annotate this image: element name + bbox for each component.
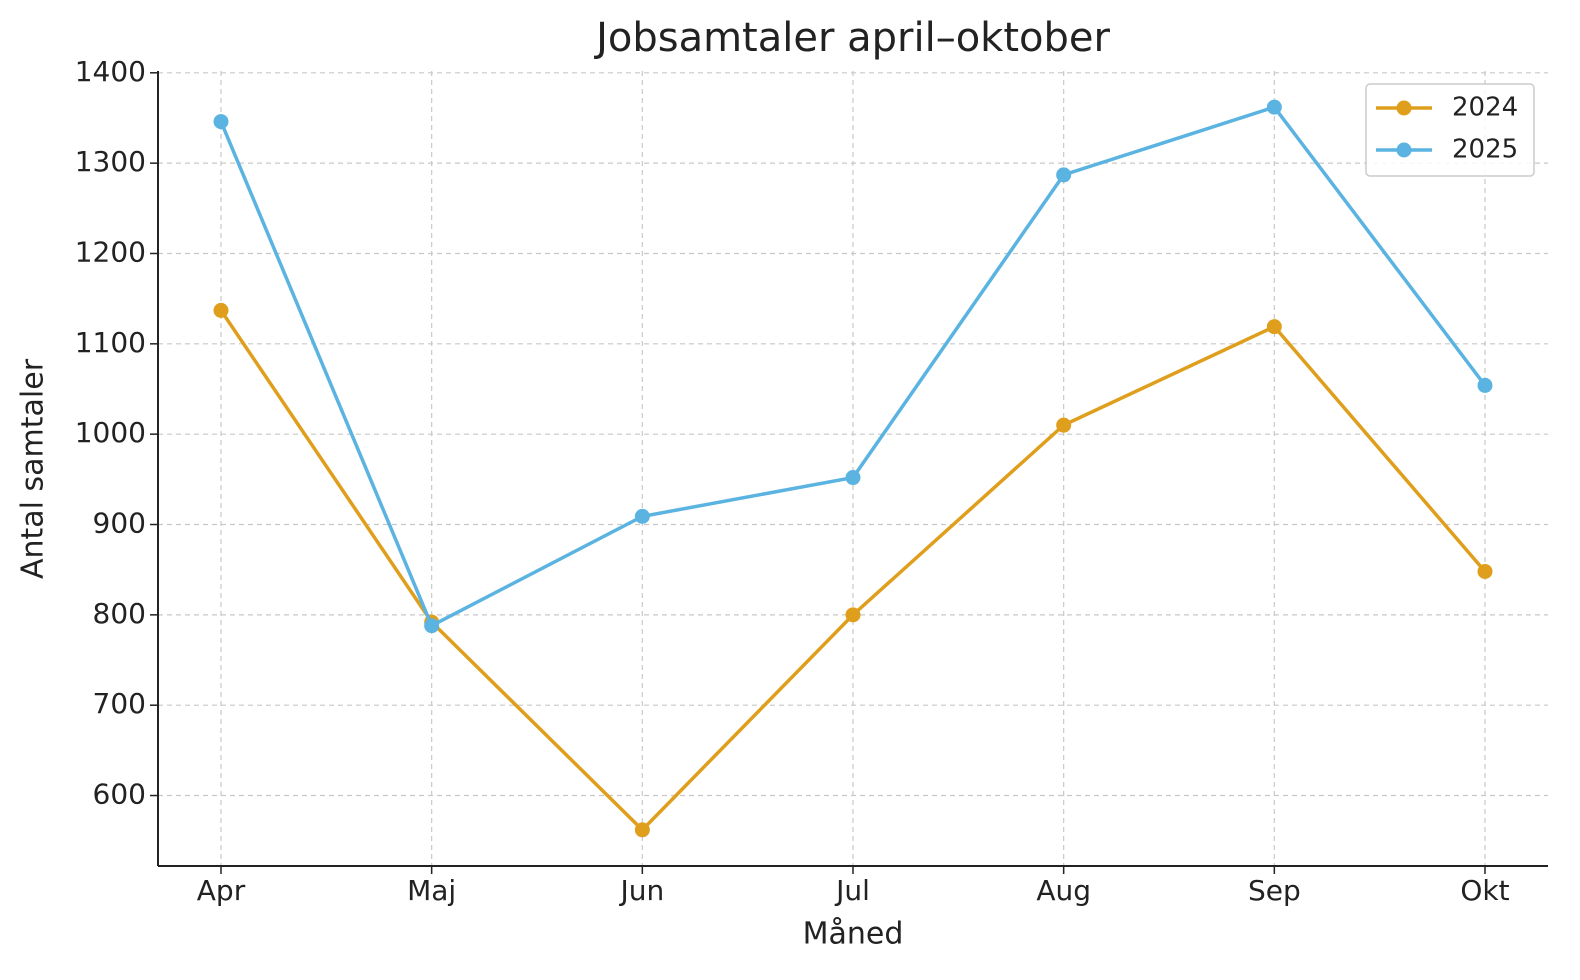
x-tick-label: Apr bbox=[197, 874, 246, 907]
y-tick-label: 600 bbox=[93, 778, 146, 811]
point bbox=[1266, 319, 1282, 335]
series-line bbox=[219, 105, 1487, 629]
point bbox=[213, 302, 229, 318]
point bbox=[1056, 417, 1072, 433]
legend-label: 2024 bbox=[1452, 93, 1518, 123]
point bbox=[1477, 563, 1493, 579]
y-tick-label: 800 bbox=[93, 597, 146, 630]
legend-marker bbox=[1396, 100, 1412, 116]
y-tick-label: 900 bbox=[93, 507, 146, 540]
point bbox=[634, 508, 650, 524]
legend-label: 2025 bbox=[1452, 135, 1518, 165]
y-tick-label: 1100 bbox=[75, 326, 146, 359]
y-tick-label: 1300 bbox=[75, 145, 146, 178]
x-tick-label: Maj bbox=[407, 874, 456, 907]
x-tick-label: Aug bbox=[1036, 874, 1091, 907]
y-tick-label: 1200 bbox=[75, 235, 146, 268]
x-axis-label: Måned bbox=[803, 917, 904, 952]
chart-title: Jobsamtaler april–oktober bbox=[593, 15, 1110, 61]
y-axis-label: Antal samtaler bbox=[16, 358, 51, 579]
y-tick-label: 700 bbox=[93, 687, 146, 720]
point bbox=[1477, 377, 1493, 393]
point bbox=[634, 822, 650, 838]
x-tick-label: Okt bbox=[1460, 874, 1509, 907]
y-tick-label: 1000 bbox=[75, 416, 146, 449]
point bbox=[424, 618, 440, 634]
legend-marker bbox=[1396, 142, 1412, 158]
point bbox=[1056, 167, 1072, 183]
x-tick-label: Jun bbox=[618, 874, 664, 907]
point bbox=[213, 114, 229, 130]
x-tick-label: Sep bbox=[1248, 874, 1301, 907]
point bbox=[1266, 99, 1282, 115]
x-tick-label: Jul bbox=[834, 874, 870, 907]
point bbox=[845, 607, 861, 623]
point bbox=[845, 470, 861, 486]
y-tick-label: 1400 bbox=[75, 55, 146, 88]
